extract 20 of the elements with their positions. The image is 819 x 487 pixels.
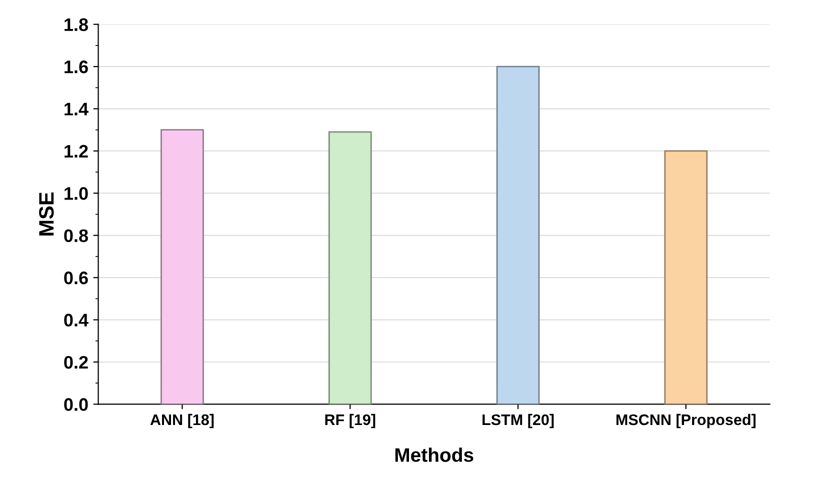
y-tick-label: 0.0 <box>64 398 88 411</box>
bar <box>160 129 204 404</box>
y-tick-label: 0.8 <box>64 229 88 242</box>
y-tick-label: 1.6 <box>64 60 88 74</box>
y-tick-label: 0.6 <box>64 272 88 284</box>
y-tick-label: 1.0 <box>64 187 88 200</box>
bar <box>664 150 708 404</box>
bar <box>496 66 540 404</box>
x-tick-label: ANN [18] <box>150 414 214 428</box>
bar <box>328 131 372 404</box>
x-tick-label: LSTM [20] <box>482 414 554 428</box>
y-tick-label: 1.2 <box>64 144 88 158</box>
y-tick-label: 0.4 <box>64 314 88 327</box>
x-tick-label: MSCNN [Proposed] <box>616 414 756 428</box>
x-axis-title: Methods <box>395 448 474 462</box>
y-tick-label: 0.2 <box>64 356 88 369</box>
y-tick-label: 1.4 <box>64 102 88 116</box>
x-tick-label: RF [19] <box>325 414 376 428</box>
y-tick-label: 1.8 <box>64 18 88 32</box>
y-axis-title: MSE <box>39 192 54 236</box>
